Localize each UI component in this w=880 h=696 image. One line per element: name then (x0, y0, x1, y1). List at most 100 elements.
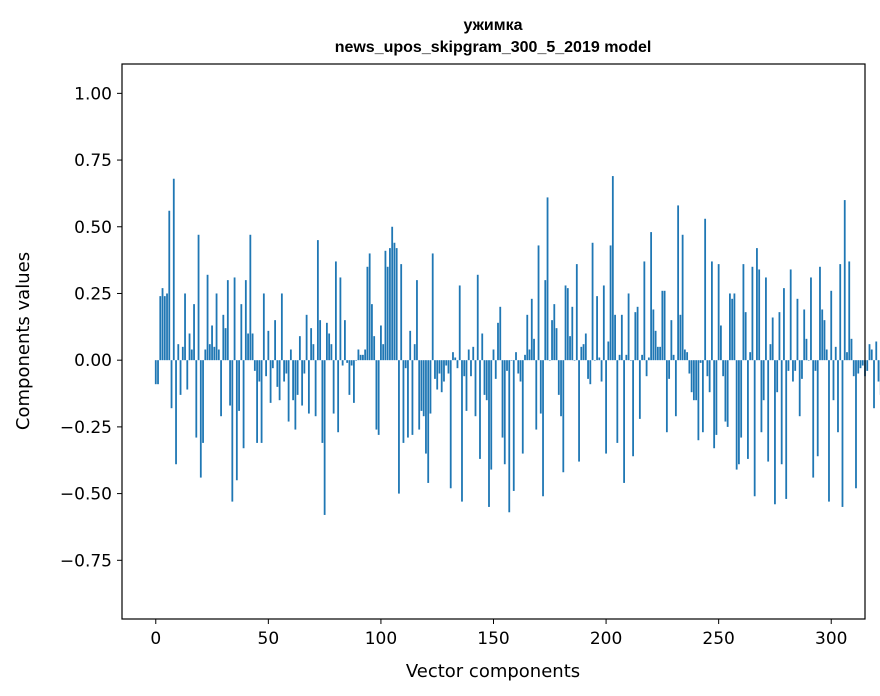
bar (303, 360, 306, 374)
bar (438, 360, 441, 374)
bar (247, 333, 249, 361)
bar (445, 360, 448, 366)
bar (517, 360, 520, 374)
bar (472, 346, 475, 361)
bar (181, 346, 184, 361)
bar (557, 360, 560, 395)
bar (359, 354, 362, 361)
bar (760, 360, 763, 433)
bar (573, 360, 576, 361)
bar (276, 360, 279, 387)
bar (774, 360, 776, 505)
bar (672, 354, 675, 361)
bar (416, 280, 418, 361)
bar (355, 360, 358, 361)
bar (834, 346, 837, 361)
bar (391, 226, 394, 361)
bar (789, 269, 792, 361)
bar (794, 360, 797, 371)
bar (839, 264, 842, 361)
bar (474, 360, 477, 417)
bar (305, 314, 308, 361)
bar (645, 360, 648, 377)
bar (726, 360, 729, 427)
bar (368, 253, 371, 361)
bar (598, 357, 601, 361)
bar (650, 232, 653, 361)
bar (537, 245, 540, 361)
bar (283, 360, 286, 382)
bar (292, 360, 295, 401)
chart-subtitle: news_upos_skipgram_300_5_2019 model (335, 39, 652, 56)
bar (512, 360, 515, 491)
bar (539, 360, 542, 414)
bar (488, 360, 490, 507)
bar (204, 349, 207, 361)
bar (346, 360, 349, 363)
bar (663, 290, 666, 361)
bar (656, 346, 659, 361)
bar (229, 360, 231, 406)
bar (614, 314, 616, 361)
bar (708, 360, 711, 393)
bar (213, 346, 216, 361)
bar (798, 360, 801, 417)
bar (163, 296, 166, 361)
bar (542, 360, 544, 497)
bar (632, 360, 634, 457)
bar (857, 360, 860, 374)
bar (170, 360, 173, 409)
x-tick-label: 150 (477, 629, 509, 649)
bar (544, 280, 547, 361)
y-tick-label: −0.50 (60, 485, 112, 505)
bar (454, 357, 457, 361)
bar (377, 360, 380, 435)
bar (172, 178, 175, 361)
bar (659, 346, 662, 361)
bar (382, 344, 385, 361)
bar (208, 344, 211, 361)
bar (711, 261, 713, 361)
bar (753, 360, 756, 497)
bar (186, 360, 189, 390)
bar (501, 360, 504, 438)
bar (211, 325, 213, 361)
bar (623, 360, 625, 483)
bar (715, 360, 718, 435)
bar (747, 360, 749, 459)
bar (157, 360, 159, 385)
bar (364, 349, 367, 361)
bar (609, 245, 612, 361)
bar (807, 360, 810, 361)
x-axis-ticks: 0 50 100 150 200 250 300 (150, 619, 847, 649)
bar (166, 293, 168, 361)
bar (184, 293, 186, 361)
bar (503, 360, 506, 465)
bar (316, 240, 319, 361)
bar (443, 360, 445, 382)
bar (850, 338, 853, 361)
bar (337, 360, 340, 433)
bar (323, 360, 326, 515)
bar (564, 285, 567, 361)
bar (373, 336, 376, 361)
x-axis-label: Vector components (406, 661, 580, 682)
bar (402, 360, 405, 443)
bar (197, 234, 200, 361)
bar (341, 360, 344, 366)
bar (877, 360, 880, 382)
bar (384, 250, 387, 361)
bar (776, 360, 779, 393)
bar (321, 360, 324, 443)
bar (240, 304, 243, 361)
bar (429, 360, 432, 414)
bar (479, 360, 481, 459)
bar (353, 360, 355, 403)
bar (749, 352, 752, 361)
bar (629, 360, 632, 361)
y-tick-label: −0.75 (60, 551, 112, 571)
bar (821, 309, 824, 361)
bar (400, 264, 403, 361)
bar (855, 360, 857, 489)
